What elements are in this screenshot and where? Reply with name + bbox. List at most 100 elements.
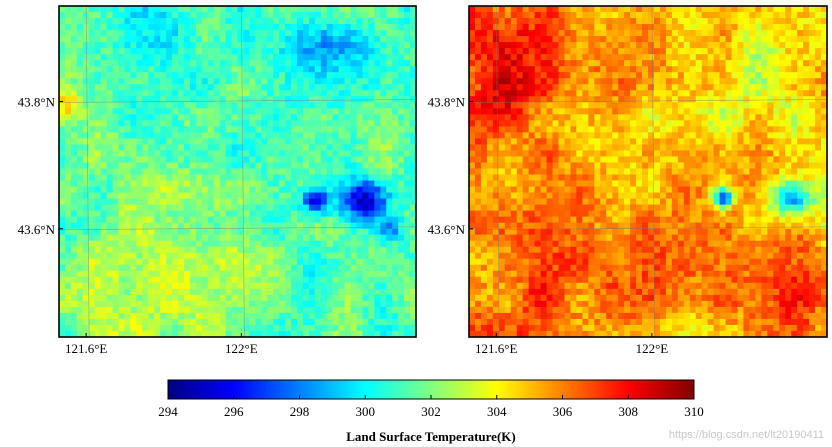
- heatmap-cell: [314, 234, 322, 242]
- heatmap-cell: [59, 72, 66, 79]
- heatmap-cell: [76, 162, 84, 170]
- heatmap-cell: [570, 54, 577, 61]
- heatmap-cell: [154, 132, 161, 139]
- heatmap-cell: [332, 126, 340, 133]
- heatmap-cell: [344, 90, 352, 97]
- heatmap-cell: [392, 312, 399, 320]
- heatmap-cell: [94, 6, 102, 13]
- heatmap-cell: [213, 72, 221, 79]
- heatmap-cell: [683, 12, 691, 19]
- heatmap-cell: [94, 180, 102, 188]
- heatmap-cell: [469, 72, 476, 79]
- heatmap-cell: [59, 252, 66, 260]
- heatmap-cell: [183, 36, 191, 43]
- heatmap-cell: [636, 60, 643, 67]
- heatmap-cell: [70, 36, 78, 43]
- heatmap-cell: [761, 138, 768, 146]
- heatmap-cell: [689, 72, 697, 79]
- heatmap-cell: [178, 210, 185, 218]
- heatmap-cell: [291, 264, 298, 272]
- heatmap-cell: [320, 90, 328, 97]
- heatmap-cell: [350, 240, 358, 248]
- heatmap-cell: [356, 72, 364, 79]
- heatmap-cell: [273, 192, 280, 200]
- heatmap-cell: [166, 162, 173, 170]
- heatmap-cell: [94, 18, 102, 25]
- heatmap-cell: [636, 84, 643, 91]
- heatmap-cell: [540, 150, 548, 158]
- heatmap-cell: [492, 138, 500, 146]
- heatmap-cell: [279, 156, 286, 164]
- heatmap-cell: [326, 90, 334, 97]
- heatmap-cell: [291, 108, 298, 115]
- heatmap-cell: [291, 240, 298, 248]
- heatmap-cell: [636, 102, 643, 109]
- heatmap-cell: [534, 132, 542, 139]
- heatmap-cell: [362, 240, 369, 248]
- heatmap-cell: [124, 30, 131, 37]
- heatmap-cell: [600, 132, 607, 139]
- heatmap-cell: [576, 144, 583, 152]
- heatmap-cell: [291, 90, 298, 97]
- heatmap-cell: [154, 150, 161, 158]
- heatmap-cell: [761, 42, 768, 49]
- heatmap-cell: [374, 222, 381, 230]
- heatmap-cell: [279, 216, 286, 224]
- heatmap-cell: [237, 318, 245, 326]
- heatmap-cell: [112, 108, 120, 115]
- heatmap-cell: [118, 66, 126, 73]
- heatmap-cell: [344, 246, 352, 254]
- heatmap-cell: [172, 18, 179, 25]
- heatmap-cell: [642, 66, 649, 73]
- heatmap-cell: [356, 6, 364, 13]
- heatmap-cell: [659, 162, 667, 170]
- heatmap-cell: [142, 258, 149, 266]
- heatmap-cell: [172, 150, 179, 158]
- heatmap-cell: [576, 54, 583, 61]
- heatmap-cell: [630, 102, 637, 109]
- heatmap-cell: [76, 288, 84, 296]
- heatmap-cell: [725, 36, 733, 43]
- heatmap-cell: [809, 156, 816, 164]
- heatmap-cell: [546, 78, 554, 85]
- heatmap-cell: [82, 66, 90, 73]
- heatmap-cell: [154, 186, 161, 194]
- heatmap-cell: [338, 144, 346, 152]
- heatmap-cell: [195, 294, 203, 302]
- heatmap-cell: [118, 306, 126, 314]
- heatmap-cell: [404, 162, 411, 170]
- heatmap-cell: [189, 252, 197, 260]
- heatmap-cell: [231, 138, 239, 146]
- heatmap-cell: [285, 144, 292, 152]
- heatmap-cell: [332, 282, 340, 290]
- heatmap-cell: [659, 168, 667, 176]
- heatmap-cell: [618, 24, 625, 31]
- heatmap-cell: [350, 36, 358, 43]
- meridian-line: [241, 5, 245, 338]
- heatmap-cell: [516, 114, 524, 121]
- heatmap-cell: [815, 78, 822, 85]
- heatmap-cell: [791, 54, 798, 61]
- heatmap-cell: [225, 192, 233, 200]
- heatmap-cell: [648, 156, 655, 164]
- heatmap-cell: [624, 150, 631, 158]
- heatmap-cell: [225, 150, 233, 158]
- heatmap-cell: [767, 24, 774, 31]
- heatmap-cell: [773, 54, 780, 61]
- heatmap-cell: [773, 24, 780, 31]
- heatmap-cell: [785, 48, 792, 55]
- heatmap-cell: [648, 30, 655, 37]
- heatmap-cell: [540, 30, 548, 37]
- heatmap-cell: [624, 84, 631, 91]
- heatmap-cell: [392, 126, 399, 133]
- heatmap-cell: [100, 234, 108, 242]
- heatmap-cell: [588, 96, 595, 103]
- heatmap-cell: [362, 282, 369, 290]
- heatmap-cell: [183, 246, 191, 254]
- heatmap-cell: [118, 324, 126, 332]
- heatmap-cell: [576, 108, 583, 115]
- heatmap-cell: [70, 240, 78, 248]
- heatmap-cell: [624, 168, 631, 176]
- heatmap-cell: [671, 12, 679, 19]
- heatmap-cell: [380, 180, 387, 188]
